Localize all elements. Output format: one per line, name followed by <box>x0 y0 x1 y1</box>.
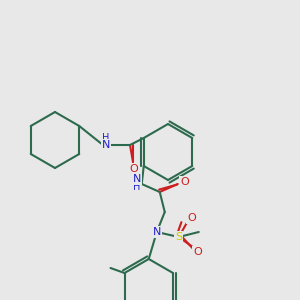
Text: H: H <box>133 182 140 192</box>
Text: S: S <box>175 232 182 242</box>
Text: O: O <box>188 213 196 223</box>
Text: N: N <box>133 174 141 184</box>
Text: O: O <box>194 247 202 257</box>
Text: O: O <box>130 164 138 174</box>
Text: N: N <box>153 227 161 237</box>
Text: H: H <box>102 133 110 143</box>
Text: O: O <box>180 177 189 187</box>
Text: N: N <box>102 140 110 150</box>
